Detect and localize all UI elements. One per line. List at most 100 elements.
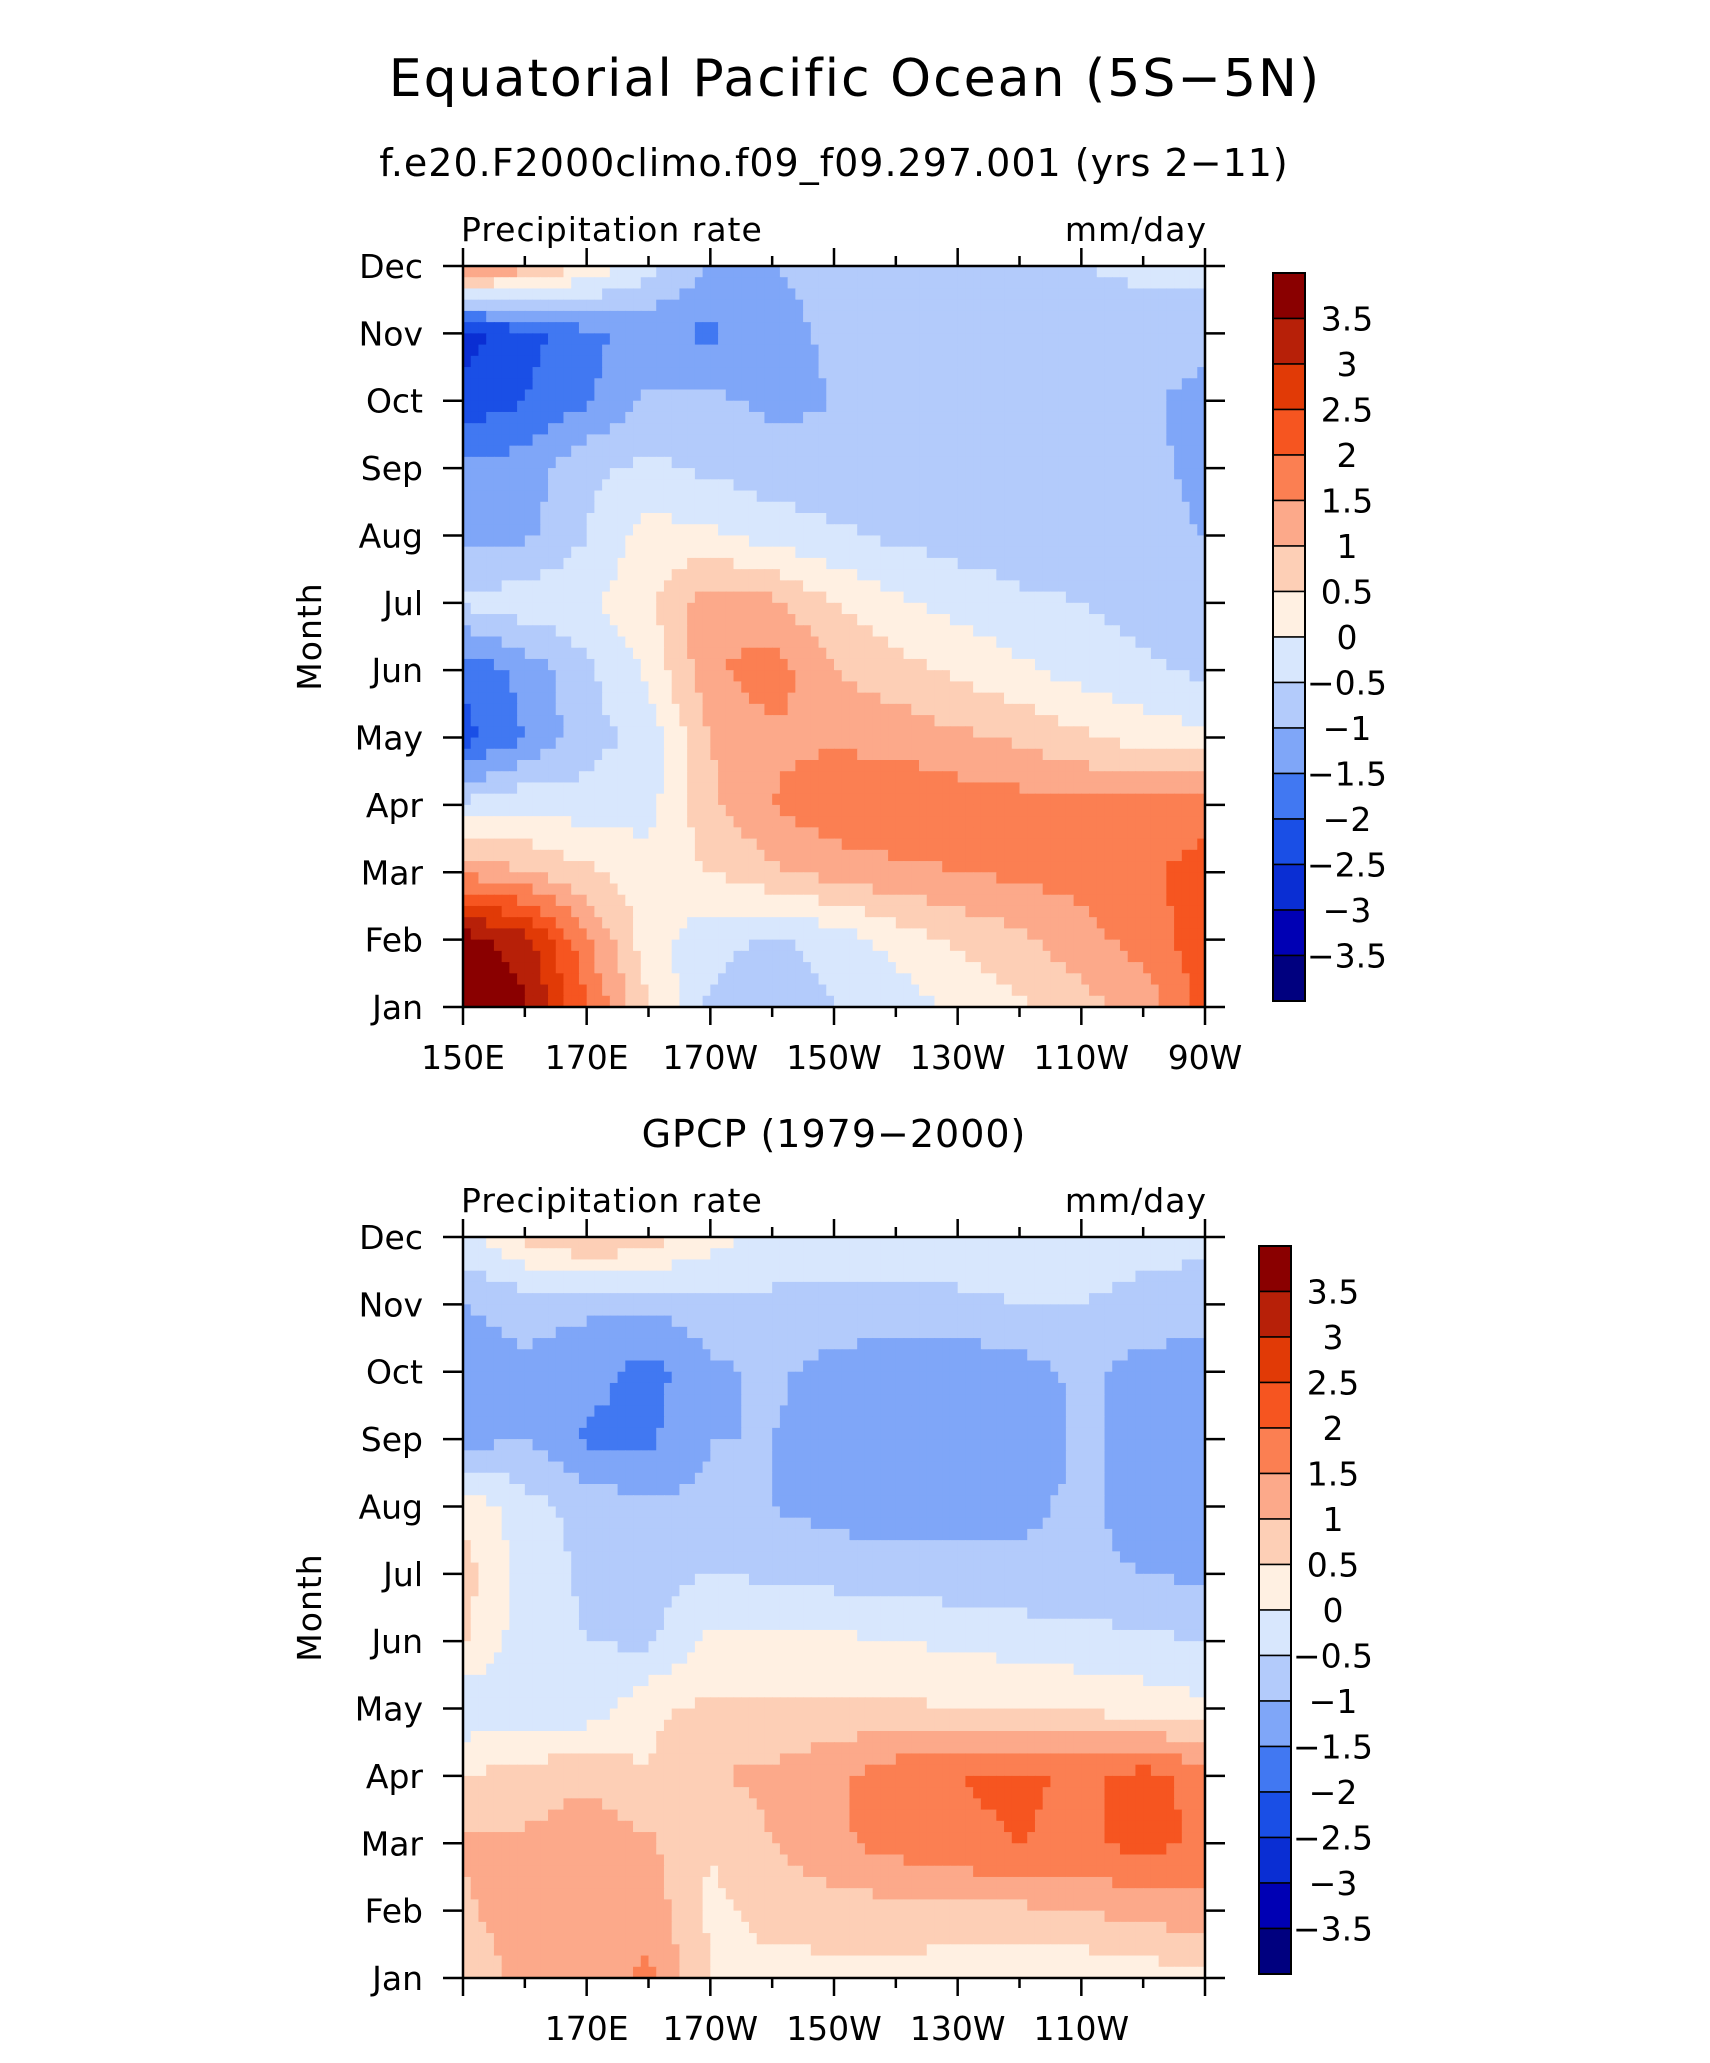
contour-cell [1119, 782, 1129, 795]
contour-cell [1166, 602, 1175, 615]
contour-cell [911, 658, 920, 671]
contour-cell [548, 513, 557, 525]
contour-cell [594, 647, 603, 660]
contour-cell [702, 580, 711, 593]
contour-cell [656, 423, 665, 436]
contour-cell [532, 535, 541, 548]
contour-cell [1135, 266, 1144, 278]
contour-cell [694, 322, 704, 334]
contour-cell [1081, 614, 1090, 626]
contour-cell [903, 557, 912, 570]
contour-cell [663, 569, 673, 581]
contour-cell [973, 524, 982, 537]
contour-cell [486, 400, 495, 413]
contour-cell [1034, 557, 1044, 570]
contour-cell [733, 501, 742, 514]
contour-cell [934, 513, 943, 525]
contour-cell [1119, 445, 1129, 458]
contour-cell [834, 389, 843, 402]
contour-cell [795, 569, 804, 581]
contour-cell [486, 827, 495, 840]
contour-cell [988, 400, 997, 413]
contour-cell [810, 816, 820, 828]
contour-cell [1135, 468, 1144, 480]
contour-cell [687, 445, 696, 458]
contour-cell [702, 513, 711, 525]
contour-cell [633, 378, 642, 391]
contour-cell [834, 501, 843, 514]
contour-cell [942, 647, 951, 660]
contour-cell [710, 658, 719, 671]
contour-cell [555, 277, 565, 290]
contour-cell [1119, 288, 1129, 301]
contour-cell [756, 355, 766, 368]
contour-cell [1096, 726, 1106, 739]
contour-cell [663, 535, 673, 548]
contour-cell [895, 647, 905, 660]
contour-cell [617, 266, 626, 278]
contour-cell [957, 535, 966, 548]
contour-cell [609, 625, 619, 638]
contour-cell [1065, 827, 1075, 840]
contour-cell [1042, 400, 1052, 413]
contour-cell [973, 344, 982, 357]
contour-cell [919, 804, 928, 817]
contour-cell [710, 479, 719, 492]
contour-cell [1065, 602, 1075, 615]
contour-cell [864, 299, 874, 312]
contour-cell [486, 445, 495, 458]
contour-cell [679, 378, 688, 391]
contour-cell [656, 524, 665, 537]
contour-cell [1019, 816, 1028, 828]
contour-cell [602, 670, 611, 683]
contour-cell [578, 288, 588, 301]
contour-cell [1181, 670, 1191, 683]
contour-cell [1027, 389, 1036, 402]
contour-cell [919, 367, 928, 379]
contour-cell [764, 355, 773, 368]
contour-cell [1158, 625, 1167, 638]
contour-cell [517, 816, 526, 828]
contour-cell [1065, 479, 1075, 492]
contour-cell [919, 434, 928, 447]
contour-cell [671, 804, 681, 817]
contour-cell [1158, 277, 1167, 290]
contour-cell [532, 456, 541, 469]
contour-cell [663, 513, 673, 525]
contour-cell [826, 782, 835, 795]
contour-cell [540, 591, 549, 604]
contour-cell [594, 703, 603, 716]
contour-cell [501, 423, 510, 436]
contour-cell [1135, 636, 1144, 649]
contour-cell [1166, 288, 1175, 301]
contour-cell [486, 602, 495, 615]
contour-cell [524, 602, 534, 615]
contour-cell [501, 445, 510, 458]
contour-cell [540, 692, 549, 705]
contour-cell [1096, 322, 1106, 334]
contour-cell [803, 400, 812, 413]
contour-cell [1050, 299, 1059, 312]
contour-cell [718, 569, 727, 581]
contour-cell [957, 793, 966, 806]
contour-cell [973, 266, 982, 278]
contour-cell [834, 602, 843, 615]
contour-cell [841, 434, 851, 447]
contour-cell [679, 411, 688, 424]
panel-model: f.e20.F2000climo.f09_f09.297.001 (yrs 2−… [290, 141, 1387, 1077]
contour-cell [540, 614, 549, 626]
contour-cell [671, 771, 681, 784]
contour-cell [648, 838, 657, 851]
contour-cell [1174, 513, 1183, 525]
contour-cell [609, 524, 619, 537]
contour-cell [864, 322, 874, 334]
contour-cell [493, 602, 503, 615]
contour-cell [888, 535, 897, 548]
contour-cell [895, 737, 905, 750]
contour-cell [578, 580, 588, 593]
contour-cell [957, 569, 966, 581]
contour-cell [934, 400, 943, 413]
contour-cell [1197, 658, 1205, 671]
contour-cell [903, 647, 912, 660]
contour-cell [787, 737, 796, 750]
